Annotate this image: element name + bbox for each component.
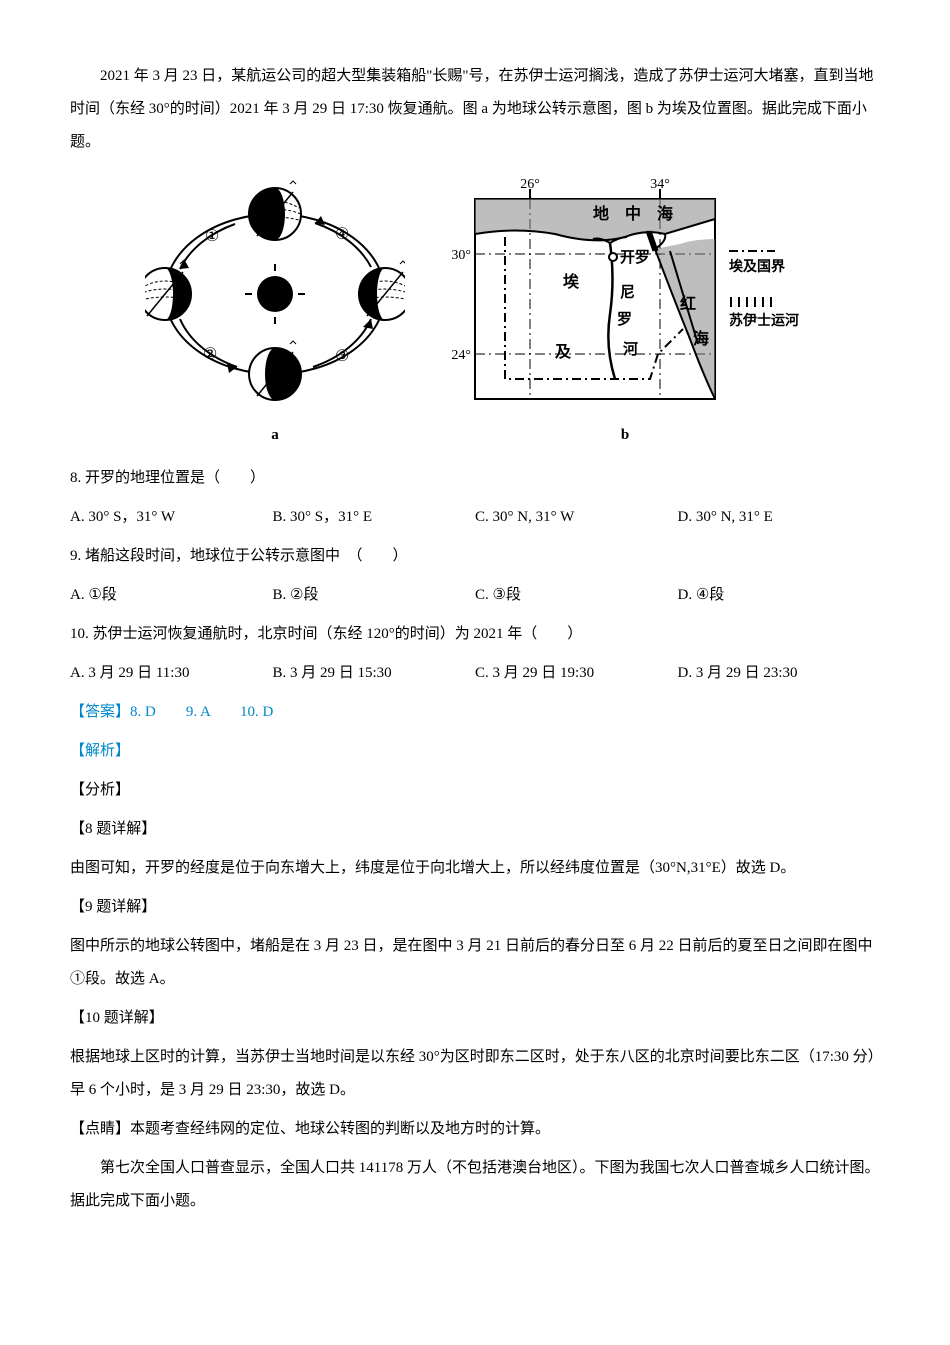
legend-canal-symbol xyxy=(731,297,771,307)
q10-options: A. 3 月 29 日 11:30 B. 3 月 29 日 15:30 C. 3… xyxy=(70,657,880,690)
sea-top-label: 地 中 海 xyxy=(593,204,673,223)
q10-d: D. 3 月 29 日 23:30 xyxy=(678,657,881,690)
marker-1: ① xyxy=(205,228,219,245)
q10-b: B. 3 月 29 日 15:30 xyxy=(273,657,476,690)
intro-paragraph: 2021 年 3 月 23 日，某航运公司的超大型集装箱船"长赐"号，在苏伊士运… xyxy=(70,60,880,159)
e10-head: 【10 题详解】 xyxy=(70,1002,880,1035)
egypt-map: 26° 34° 30° 24° xyxy=(445,179,805,419)
lon-34: 34° xyxy=(650,179,670,192)
q8-b: B. 30° S，31° E xyxy=(273,501,476,534)
q10-a: A. 3 月 29 日 11:30 xyxy=(70,657,273,690)
figure-b-label: b xyxy=(445,419,805,452)
egypt-char: 埃 xyxy=(563,272,580,291)
e8-head: 【8 题详解】 xyxy=(70,813,880,846)
revolution-diagram: ① ② ③ ④ xyxy=(145,179,405,419)
e9-text: 图中所示的地球公转图中，堵船是在 3 月 23 日，是在图中 3 月 21 日前… xyxy=(70,930,880,996)
answers-line: 【答案】8. D 9. A 10. D xyxy=(70,696,880,729)
tip-line: 【点睛】本题考查经纬网的定位、地球公转图的判断以及地方时的计算。 xyxy=(70,1113,880,1146)
cairo-label: 开罗 xyxy=(620,249,650,266)
red-2: 海 xyxy=(693,329,709,348)
legend-canal: 苏伊士运河 xyxy=(729,312,799,329)
q9-b: B. ②段 xyxy=(273,579,476,612)
q9-a: A. ①段 xyxy=(70,579,273,612)
marker-3: ③ xyxy=(335,348,349,365)
marker-4: ④ xyxy=(335,226,349,243)
q10-stem: 10. 苏伊士运河恢复通航时，北京时间（东经 120°的时间）为 2021 年（… xyxy=(70,618,880,651)
red-1: 红 xyxy=(680,294,696,313)
legend-border: 埃及国界 xyxy=(729,258,786,275)
q9-c: C. ③段 xyxy=(475,579,678,612)
nile-3: 河 xyxy=(623,340,638,358)
figure-row: ① ② ③ ④ a 26° 34° 30° 24° xyxy=(70,179,880,452)
fenxi-label: 【分析】 xyxy=(70,774,880,807)
lon-26: 26° xyxy=(520,179,540,192)
figure-b: 26° 34° 30° 24° xyxy=(445,179,805,452)
q9-stem: 9. 堵船这段时间，地球位于公转示意图中 （ ） xyxy=(70,540,880,573)
next-intro: 第七次全国人口普查显示，全国人口共 141178 万人（不包括港澳台地区）。下图… xyxy=(70,1152,880,1218)
q8-d: D. 30° N, 31° E xyxy=(678,501,881,534)
q8-options: A. 30° S，31° W B. 30° S，31° E C. 30° N, … xyxy=(70,501,880,534)
q8-stem: 8. 开罗的地理位置是（ ） xyxy=(70,462,880,495)
q10-c: C. 3 月 29 日 19:30 xyxy=(475,657,678,690)
e8-text: 由图可知，开罗的经度是位于向东增大上，纬度是位于向北增大上，所以经纬度位置是（3… xyxy=(70,852,880,885)
q8-a: A. 30° S，31° W xyxy=(70,501,273,534)
nile-2: 罗 xyxy=(617,311,632,328)
lat-30: 30° xyxy=(451,248,471,263)
q9-d: D. ④段 xyxy=(678,579,881,612)
figure-a: ① ② ③ ④ a xyxy=(145,179,405,452)
q9-options: A. ①段 B. ②段 C. ③段 D. ④段 xyxy=(70,579,880,612)
jiexi-label: 【解析】 xyxy=(70,735,880,768)
e9-head: 【9 题详解】 xyxy=(70,891,880,924)
nile-1: 尼 xyxy=(620,284,635,301)
figure-a-label: a xyxy=(145,419,405,452)
lat-24: 24° xyxy=(451,348,471,363)
q8-c: C. 30° N, 31° W xyxy=(475,501,678,534)
ji-char: 及 xyxy=(555,343,572,361)
marker-2: ② xyxy=(203,346,217,363)
e10-text: 根据地球上区时的计算，当苏伊士当地时间是以东经 30°为区时即东二区时，处于东八… xyxy=(70,1041,880,1107)
